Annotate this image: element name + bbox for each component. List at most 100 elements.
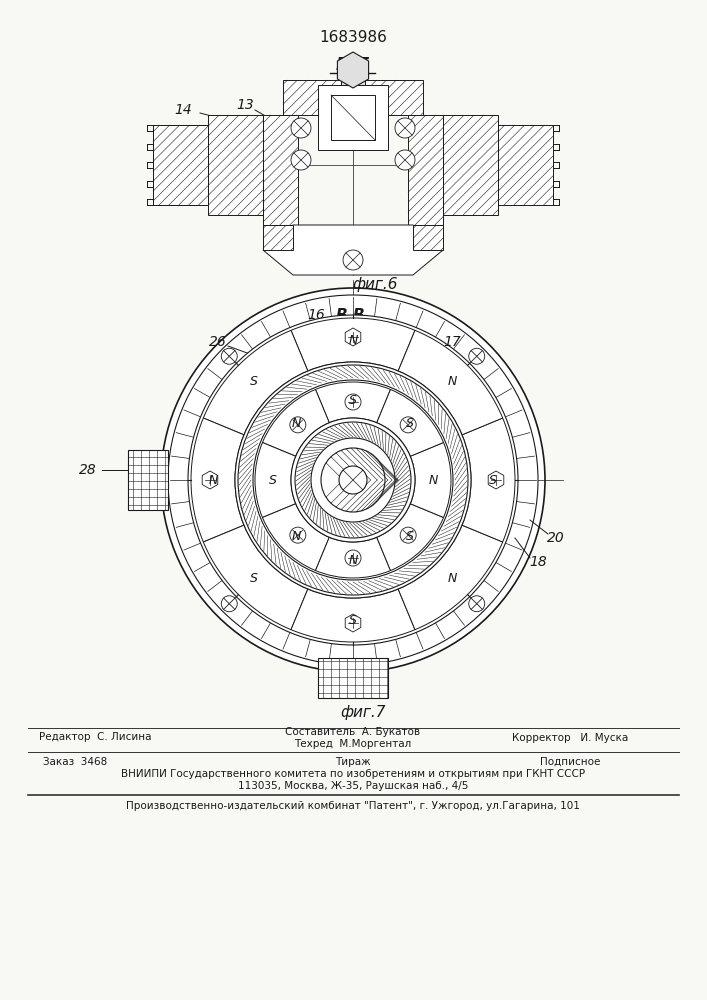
Bar	[208, 115, 263, 215]
Text: S: S	[406, 530, 414, 543]
Text: S: S	[489, 474, 497, 487]
Text: Корректор   И. Муска: Корректор И. Муска	[512, 733, 628, 743]
Text: 28: 28	[79, 463, 97, 477]
Text: 18: 18	[529, 555, 547, 569]
Bar	[408, 115, 443, 225]
Wedge shape	[398, 330, 503, 435]
Wedge shape	[191, 418, 244, 542]
Circle shape	[221, 348, 238, 364]
Bar	[153, 125, 208, 205]
Text: Производственно-издательский комбинат "Патент", г. Ужгород, ул.Гагарина, 101: Производственно-издательский комбинат "П…	[126, 801, 580, 811]
Circle shape	[339, 466, 367, 494]
Text: N: N	[349, 554, 358, 566]
Wedge shape	[255, 442, 296, 518]
Text: фиг.7: фиг.7	[340, 704, 386, 720]
Circle shape	[343, 250, 363, 270]
Circle shape	[235, 362, 471, 598]
Circle shape	[238, 365, 468, 595]
Bar	[153, 125, 208, 205]
Text: 20: 20	[547, 531, 565, 545]
Circle shape	[395, 150, 415, 170]
Circle shape	[400, 417, 416, 433]
Wedge shape	[398, 525, 503, 630]
Bar	[498, 125, 553, 205]
Text: 1683986: 1683986	[319, 29, 387, 44]
Circle shape	[168, 295, 538, 665]
Circle shape	[395, 118, 415, 138]
Bar	[341, 70, 365, 85]
Bar	[128, 450, 168, 510]
Text: S: S	[349, 613, 357, 626]
Circle shape	[400, 527, 416, 543]
Circle shape	[221, 596, 238, 612]
Text: 14: 14	[174, 103, 192, 117]
Text: 26: 26	[209, 335, 227, 349]
Wedge shape	[377, 504, 443, 571]
Text: N: N	[209, 474, 218, 487]
Polygon shape	[263, 225, 443, 275]
Wedge shape	[204, 525, 308, 630]
Text: N: N	[292, 530, 301, 543]
Circle shape	[291, 418, 415, 542]
Text: 17: 17	[443, 335, 461, 349]
Bar	[283, 80, 423, 115]
Text: Составитель  А. Букатов: Составитель А. Букатов	[286, 727, 421, 737]
Text: S: S	[250, 375, 258, 388]
Text: Заказ  3468: Заказ 3468	[43, 757, 107, 767]
Text: Б-Б: Б-Б	[336, 56, 370, 74]
Wedge shape	[462, 418, 515, 542]
Polygon shape	[202, 471, 218, 489]
Polygon shape	[337, 52, 368, 88]
Text: В-В: В-В	[335, 308, 365, 322]
Wedge shape	[262, 389, 329, 456]
Wedge shape	[315, 537, 390, 578]
Bar	[318, 85, 388, 150]
Circle shape	[469, 348, 485, 364]
Text: S: S	[250, 572, 258, 585]
Circle shape	[290, 417, 306, 433]
Wedge shape	[291, 318, 415, 371]
Text: S: S	[406, 417, 414, 430]
Wedge shape	[377, 389, 443, 456]
Bar	[413, 225, 443, 250]
Text: Подписное: Подписное	[540, 757, 600, 767]
Polygon shape	[489, 471, 504, 489]
Text: N: N	[428, 474, 438, 487]
Wedge shape	[410, 442, 451, 518]
Bar	[318, 658, 388, 698]
Text: N: N	[349, 334, 358, 347]
Text: N: N	[448, 572, 457, 585]
Circle shape	[161, 288, 545, 672]
Circle shape	[311, 438, 395, 522]
Text: S: S	[349, 393, 357, 406]
Circle shape	[291, 150, 311, 170]
Text: 13: 13	[236, 98, 254, 112]
Circle shape	[188, 315, 518, 645]
Text: фиг.6: фиг.6	[352, 277, 398, 292]
Wedge shape	[291, 589, 415, 642]
Circle shape	[321, 448, 385, 512]
Circle shape	[295, 422, 411, 538]
Text: S: S	[269, 474, 277, 487]
Circle shape	[253, 380, 453, 580]
Polygon shape	[345, 614, 361, 632]
Circle shape	[469, 596, 485, 612]
Text: 16: 16	[307, 308, 325, 322]
Bar	[443, 115, 498, 215]
Circle shape	[170, 297, 536, 663]
Text: Тираж: Тираж	[335, 757, 370, 767]
Text: Редактор  С. Лисина: Редактор С. Лисина	[39, 732, 151, 742]
Circle shape	[290, 527, 306, 543]
Bar	[263, 225, 293, 250]
Circle shape	[345, 394, 361, 410]
Wedge shape	[204, 330, 308, 435]
Bar	[263, 115, 298, 225]
Text: ВНИИПИ Государственного комитета по изобретениям и открытиям при ГКНТ СССР: ВНИИПИ Государственного комитета по изоб…	[121, 769, 585, 779]
Wedge shape	[262, 504, 329, 571]
Circle shape	[345, 550, 361, 566]
Text: 113035, Москва, Ж-35, Раушская наб., 4/5: 113035, Москва, Ж-35, Раушская наб., 4/5	[238, 781, 468, 791]
Bar	[331, 95, 375, 140]
Circle shape	[291, 118, 311, 138]
Wedge shape	[315, 382, 390, 423]
Text: N: N	[448, 375, 457, 388]
